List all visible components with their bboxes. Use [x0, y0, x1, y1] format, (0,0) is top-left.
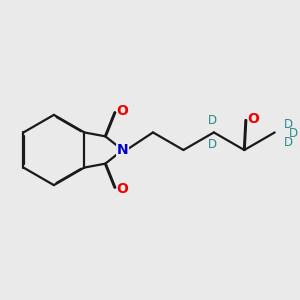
Text: O: O [116, 182, 128, 196]
Text: D: D [284, 136, 293, 148]
Text: N: N [117, 143, 128, 157]
Text: D: D [284, 118, 293, 131]
Text: D: D [289, 127, 298, 140]
Text: D: D [208, 138, 217, 151]
Text: O: O [247, 112, 259, 125]
Text: D: D [208, 114, 217, 127]
Text: O: O [116, 104, 128, 118]
